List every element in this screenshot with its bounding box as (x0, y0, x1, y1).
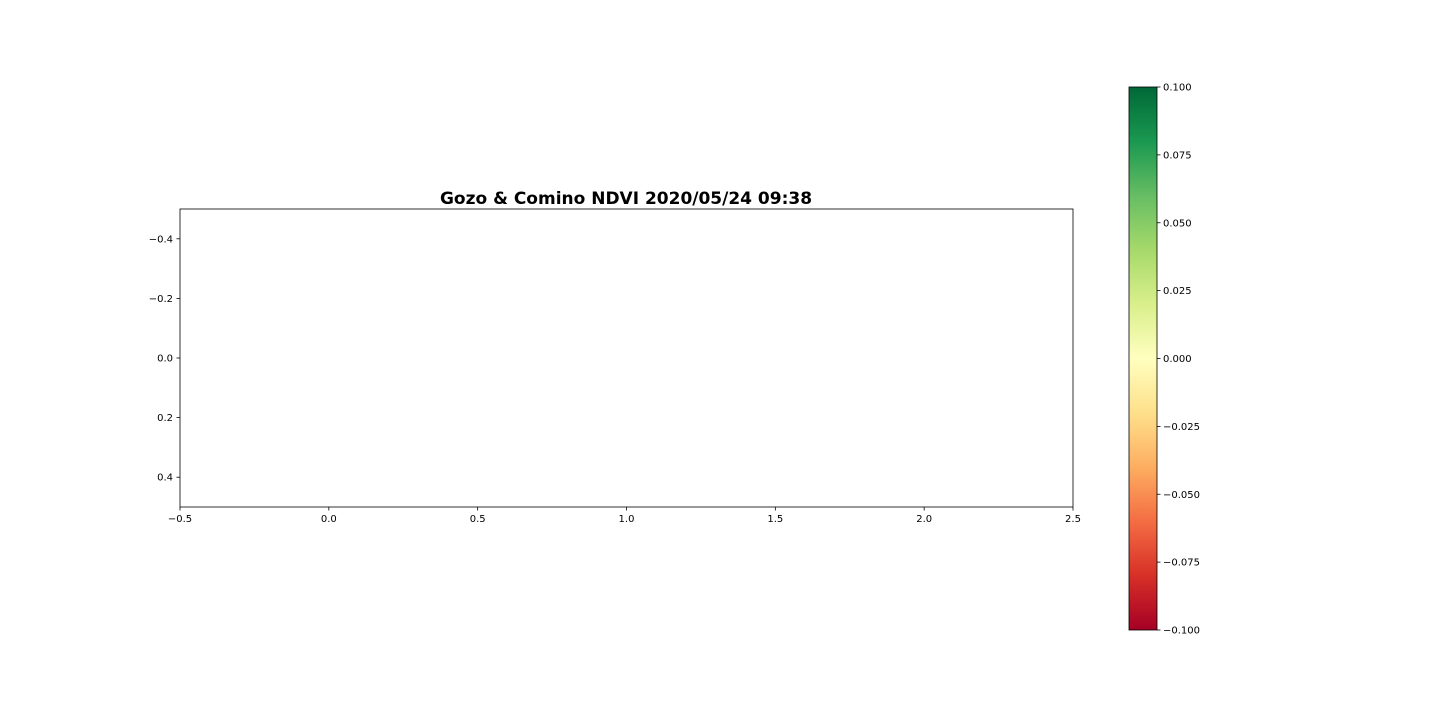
x-tick-label: 0.0 (321, 514, 337, 525)
colorbar-tick-label: 0.025 (1163, 286, 1192, 297)
x-tick-label: 2.5 (1065, 514, 1081, 525)
colorbar-tick-label: 0.075 (1163, 150, 1192, 161)
y-axis: −0.4 −0.2 0.0 0.2 0.4 (149, 234, 180, 484)
colorbar-tick-label: 0.050 (1163, 218, 1192, 229)
y-tick-label: −0.2 (149, 294, 173, 305)
plot-area (179, 208, 1074, 508)
colorbar-tick-label: −0.100 (1163, 626, 1200, 637)
plot-frame (179, 208, 1074, 508)
x-tick-label: −0.5 (168, 514, 192, 525)
y-tick-label: 0.0 (157, 354, 173, 365)
colorbar-tick-label: 0.000 (1163, 354, 1192, 365)
y-tick-label: 0.2 (157, 413, 173, 424)
colorbar-tick-label: −0.025 (1163, 422, 1200, 433)
x-tick-label: 0.5 (470, 514, 486, 525)
colorbar-gradient (1128, 86, 1158, 631)
x-tick-label: 1.0 (619, 514, 635, 525)
x-tick-label: 2.0 (916, 514, 932, 525)
chart-title: Gozo & Comino NDVI 2020/05/24 09:38 (440, 189, 812, 209)
x-tick-label: 1.5 (767, 514, 783, 525)
colorbar-tick-label: 0.100 (1163, 83, 1192, 94)
y-tick-label: −0.4 (149, 234, 173, 245)
colorbar-tick-label: −0.075 (1163, 558, 1200, 569)
colorbar-tick-label: −0.050 (1163, 490, 1200, 501)
colorbar: 0.100 0.075 0.050 0.025 0.000 −0.025 −0.050 −0.… (1128, 83, 1200, 637)
y-tick-label: 0.4 (157, 473, 173, 484)
x-axis: −0.5 0.0 0.5 1.0 1.5 2.0 2.5 (168, 507, 1081, 525)
